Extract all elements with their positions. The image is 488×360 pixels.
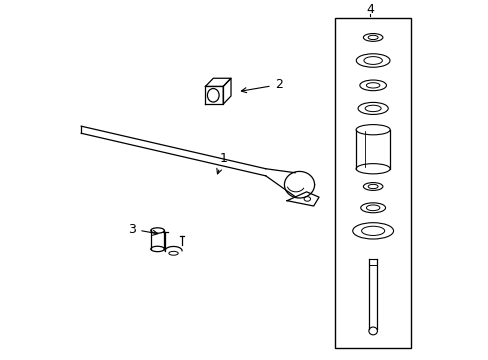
Bar — [334, 18, 410, 348]
Text: 2: 2 — [241, 78, 282, 93]
Text: 3: 3 — [128, 222, 158, 236]
Text: 4: 4 — [366, 3, 374, 15]
Text: 1: 1 — [216, 152, 227, 174]
